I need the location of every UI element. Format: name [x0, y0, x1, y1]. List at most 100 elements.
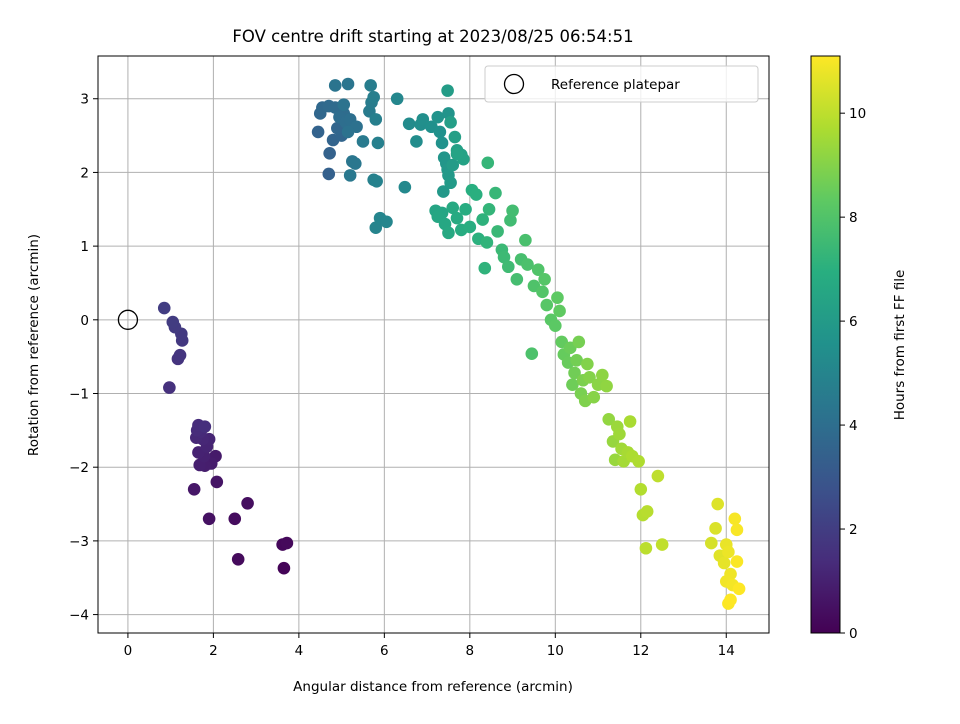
data-point — [446, 201, 460, 215]
x-tick-label: 0 — [124, 643, 133, 659]
data-point — [187, 483, 201, 496]
data-point — [343, 169, 357, 182]
data-point — [728, 512, 742, 526]
data-point — [323, 146, 336, 160]
legend-box — [484, 65, 759, 103]
y-tick-label: 1 — [80, 239, 89, 255]
data-point — [437, 185, 450, 198]
colorbar-label: Hours from first FF file — [892, 270, 908, 421]
data-point — [367, 90, 380, 104]
data-point — [311, 125, 325, 139]
y-tick-label: 3 — [80, 92, 89, 108]
data-point — [549, 319, 562, 333]
data-point — [370, 174, 383, 188]
data-point — [510, 272, 524, 286]
y-axis-label: Rotation from reference (arcmin) — [26, 234, 42, 456]
colorbar-tick-label: 10 — [849, 106, 866, 122]
data-points — [157, 77, 746, 610]
colorbar-ticks: 0 2 4 6 8 10 — [840, 106, 866, 642]
y-tick-label: −2 — [69, 460, 89, 476]
data-point — [501, 260, 515, 274]
data-point — [722, 545, 735, 559]
data-point — [491, 225, 504, 238]
data-point — [639, 541, 653, 555]
data-point — [481, 156, 495, 170]
data-point — [341, 125, 355, 139]
data-point — [568, 366, 581, 380]
y-tick-label: −3 — [69, 534, 89, 550]
data-point — [210, 475, 224, 489]
data-point — [459, 202, 472, 216]
data-point — [322, 167, 336, 181]
data-point — [730, 555, 744, 568]
colorbar-tick-label: 4 — [849, 418, 858, 434]
colorbar-tick-label: 8 — [849, 210, 858, 226]
data-point — [632, 455, 645, 468]
data-point — [489, 186, 502, 200]
data-point — [540, 298, 554, 312]
data-point — [553, 304, 566, 318]
data-point — [231, 553, 245, 566]
data-point — [163, 381, 176, 394]
data-point — [277, 561, 291, 575]
data-point — [634, 483, 648, 496]
data-point — [450, 211, 464, 225]
data-point — [724, 593, 737, 607]
x-tick-label: 12 — [632, 643, 649, 659]
data-point — [435, 136, 449, 150]
data-point — [444, 176, 457, 190]
data-point — [341, 77, 355, 91]
data-point — [431, 110, 445, 124]
x-tick-label: 14 — [718, 643, 735, 659]
data-point — [356, 135, 370, 148]
data-point — [551, 291, 564, 305]
data-point — [328, 79, 342, 92]
data-point — [202, 512, 216, 526]
colorbar: 0 2 4 6 8 10 Hours from first FF file — [810, 55, 908, 642]
data-point — [531, 263, 545, 277]
data-point — [655, 538, 669, 551]
legend: Reference platepar — [484, 65, 759, 103]
data-point — [583, 370, 596, 384]
data-point — [717, 556, 731, 570]
data-point — [166, 315, 180, 329]
data-point — [640, 505, 654, 518]
data-point — [369, 113, 383, 126]
data-point — [705, 536, 718, 550]
x-tick-label: 8 — [466, 643, 475, 659]
colorbar-tick-label: 2 — [849, 522, 858, 538]
data-point — [572, 335, 586, 349]
data-point — [173, 348, 187, 362]
data-point — [525, 347, 539, 361]
data-point — [506, 204, 519, 218]
grid-lines — [98, 56, 769, 633]
data-point — [337, 98, 351, 111]
data-point — [450, 147, 464, 161]
plot-frame — [97, 55, 770, 634]
colorbar-gradient — [810, 55, 841, 634]
y-tick-label: −4 — [69, 608, 89, 624]
data-point — [480, 236, 494, 249]
data-point — [566, 378, 579, 391]
data-point — [402, 117, 416, 131]
data-point — [581, 357, 594, 371]
y-tick-label: 0 — [80, 313, 89, 329]
data-point — [478, 261, 492, 275]
data-point — [444, 116, 457, 129]
data-point — [519, 233, 532, 247]
data-point — [416, 113, 430, 126]
data-point — [482, 202, 496, 216]
data-point — [709, 522, 722, 535]
data-point — [157, 301, 171, 315]
data-point — [198, 420, 212, 433]
colorbar-tick-label: 6 — [849, 314, 858, 330]
y-tick-label: 2 — [80, 165, 89, 181]
chart-title: FOV centre drift starting at 2023/08/25 … — [232, 27, 633, 46]
data-point — [651, 469, 665, 483]
data-point — [442, 226, 455, 240]
data-point — [600, 379, 613, 393]
x-tick-label: 4 — [295, 643, 304, 659]
data-point — [433, 125, 447, 139]
